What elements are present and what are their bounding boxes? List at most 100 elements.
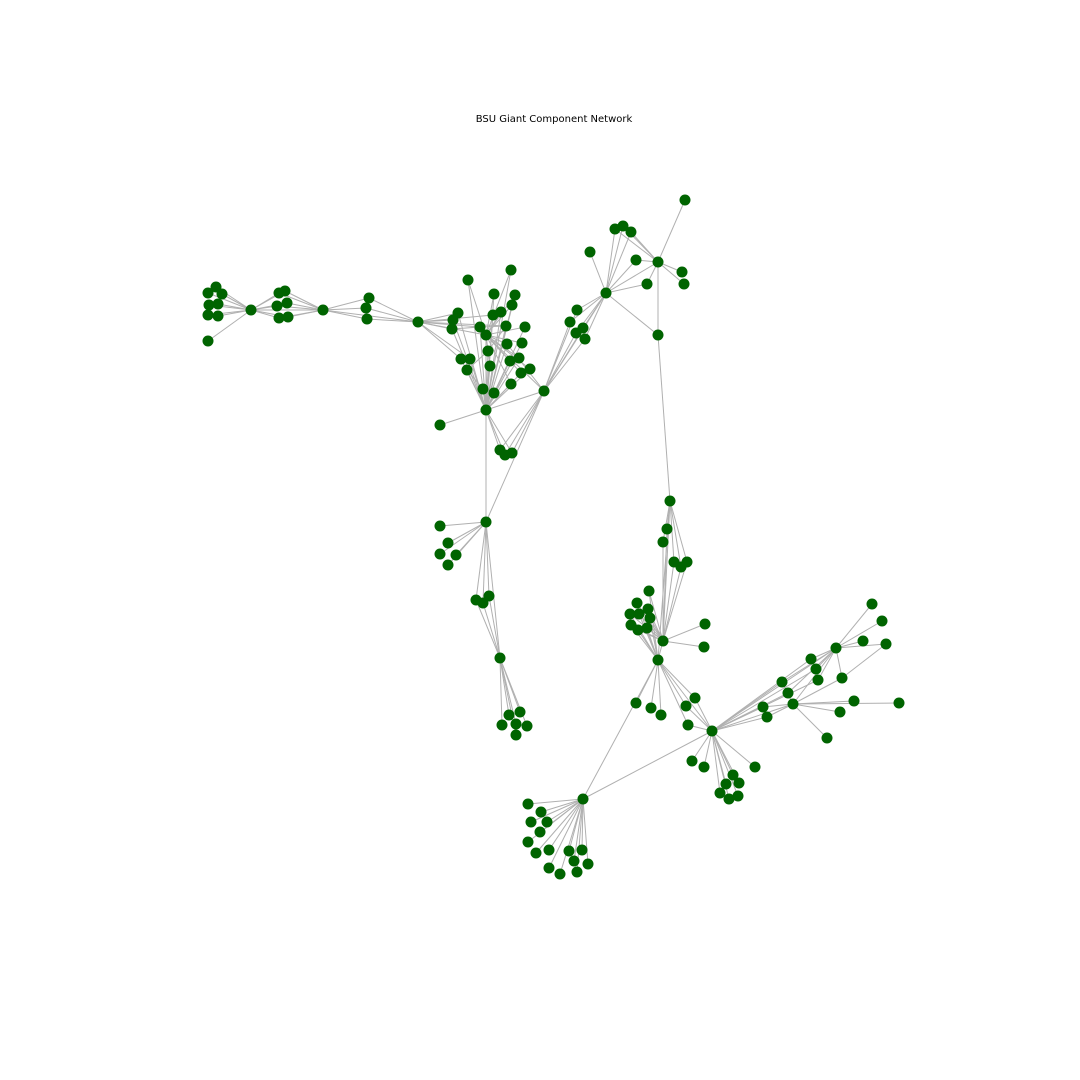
- network-node: [812, 674, 824, 686]
- node-layer: [202, 194, 905, 880]
- chart-title: BSU Giant Component Network: [475, 114, 633, 125]
- network-node: [554, 868, 566, 880]
- network-edge: [662, 528, 668, 642]
- network-node: [495, 306, 507, 318]
- network-edge: [417, 321, 462, 360]
- network-node: [749, 761, 761, 773]
- network-edge: [485, 521, 501, 659]
- network-node: [510, 718, 522, 730]
- network-edge: [485, 334, 523, 344]
- network-node: [681, 556, 693, 568]
- network-edge: [637, 629, 659, 661]
- network-node: [757, 701, 769, 713]
- network-edge: [662, 566, 682, 642]
- network-node: [434, 548, 446, 560]
- network-node: [652, 256, 664, 268]
- network-node: [442, 537, 454, 549]
- network-node: [525, 816, 537, 828]
- network-edge: [576, 292, 607, 311]
- network-node: [273, 312, 285, 324]
- network-node: [530, 847, 542, 859]
- network-edge: [485, 409, 513, 454]
- network-node: [600, 287, 612, 299]
- network-node: [733, 777, 745, 789]
- network-node: [682, 719, 694, 731]
- network-node: [787, 698, 799, 710]
- network-node: [474, 321, 486, 333]
- network-edge: [482, 602, 501, 659]
- network-node: [563, 845, 575, 857]
- network-edge: [322, 297, 370, 311]
- network-edge: [685, 705, 713, 732]
- network-edge: [535, 798, 584, 854]
- network-node: [461, 364, 473, 376]
- network-node: [568, 855, 580, 867]
- network-edge: [287, 309, 324, 318]
- network-node: [776, 676, 788, 688]
- network-edge: [543, 321, 571, 392]
- network-node: [657, 536, 669, 548]
- network-node: [412, 316, 424, 328]
- network-edge: [662, 640, 705, 648]
- network-edge: [469, 358, 487, 411]
- network-node: [836, 672, 848, 684]
- network-node: [723, 793, 735, 805]
- network-node: [447, 314, 459, 326]
- network-edge: [605, 228, 616, 294]
- network-node: [857, 635, 869, 647]
- network-edge: [485, 334, 512, 385]
- network-node: [522, 798, 534, 810]
- network-node: [455, 353, 467, 365]
- network-node: [480, 329, 492, 341]
- network-edge: [835, 603, 873, 649]
- network-node: [534, 826, 546, 838]
- network-node: [880, 638, 892, 650]
- network-edge: [669, 500, 682, 568]
- network-edge: [669, 500, 675, 563]
- network-edge: [504, 390, 545, 456]
- network-edge: [781, 647, 837, 683]
- network-edge: [657, 659, 687, 707]
- network-node: [630, 254, 642, 266]
- network-node: [641, 622, 653, 634]
- network-node: [810, 663, 822, 675]
- network-node: [360, 302, 372, 314]
- network-node: [505, 264, 517, 276]
- network-edge: [589, 251, 607, 294]
- network-node: [714, 787, 726, 799]
- network-node: [720, 778, 732, 790]
- network-node: [509, 289, 521, 301]
- network-edge: [482, 521, 487, 604]
- network-edge: [648, 590, 659, 661]
- network-node: [676, 266, 688, 278]
- network-node: [657, 635, 669, 647]
- network-edge: [485, 343, 508, 411]
- network-edge: [366, 318, 419, 323]
- network-edge: [703, 730, 713, 768]
- network-node: [698, 641, 710, 653]
- network-node: [202, 287, 214, 299]
- network-edge: [646, 627, 659, 661]
- network-node: [535, 806, 547, 818]
- network-node: [584, 246, 596, 258]
- network-edge: [711, 647, 837, 732]
- network-edge: [439, 409, 487, 426]
- network-node: [564, 316, 576, 328]
- network-node: [576, 844, 588, 856]
- network-node: [642, 603, 654, 615]
- network-node: [504, 355, 516, 367]
- network-node: [834, 706, 846, 718]
- network-node: [450, 549, 462, 561]
- network-node: [679, 194, 691, 206]
- network-edge: [605, 261, 659, 294]
- network-edge: [475, 521, 487, 601]
- network-node: [434, 419, 446, 431]
- network-edge: [217, 303, 252, 311]
- network-edge: [368, 297, 419, 323]
- network-edge: [630, 231, 659, 263]
- network-edge: [694, 697, 713, 732]
- network-node: [761, 711, 773, 723]
- network-node: [582, 858, 594, 870]
- network-node: [689, 692, 701, 704]
